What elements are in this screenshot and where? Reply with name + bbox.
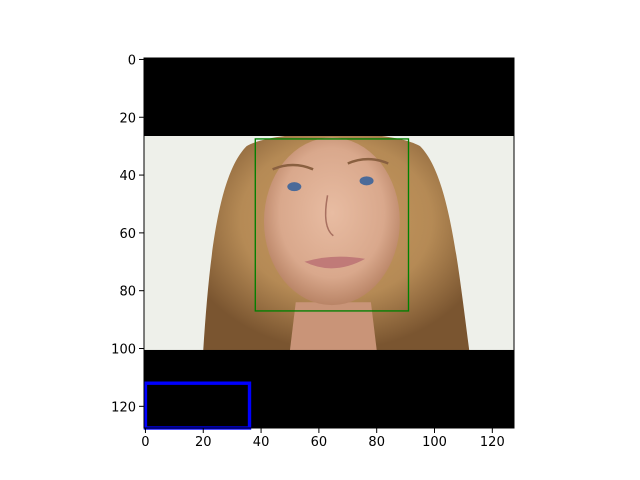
letterbox-bottom (144, 349, 514, 428)
x-tick-label: 80 (368, 435, 385, 450)
y-tick-label: 20 (119, 111, 136, 126)
x-tick-label: 40 (253, 435, 270, 450)
axes-frame (143, 57, 515, 429)
x-tick-label: 0 (141, 435, 149, 450)
image-display (144, 58, 514, 428)
y-tick-label: 60 (119, 227, 136, 242)
x-tick-label: 60 (311, 435, 328, 450)
y-tick-label: 120 (111, 400, 136, 415)
x-tick-label: 100 (422, 435, 447, 450)
neck (289, 302, 377, 350)
x-tick-label: 20 (195, 435, 212, 450)
y-tick-label: 40 (119, 169, 136, 184)
nose (324, 195, 334, 237)
face-photo (144, 136, 514, 350)
y-tick-label: 0 (128, 53, 136, 68)
left-eye (287, 182, 302, 192)
letterbox-top (144, 58, 514, 137)
face (263, 137, 400, 306)
right-eye (359, 176, 374, 186)
left-eyebrow (272, 163, 314, 171)
y-tick-label: 100 (111, 343, 136, 358)
y-tick-label: 80 (119, 285, 136, 300)
x-tick-label: 120 (480, 435, 505, 450)
bounding-box-1 (254, 138, 410, 312)
axes: 0 20 40 60 80 100 120 0 20 40 60 80 100 120 (111, 53, 515, 450)
mouth (304, 256, 366, 269)
right-eyebrow (347, 157, 389, 165)
